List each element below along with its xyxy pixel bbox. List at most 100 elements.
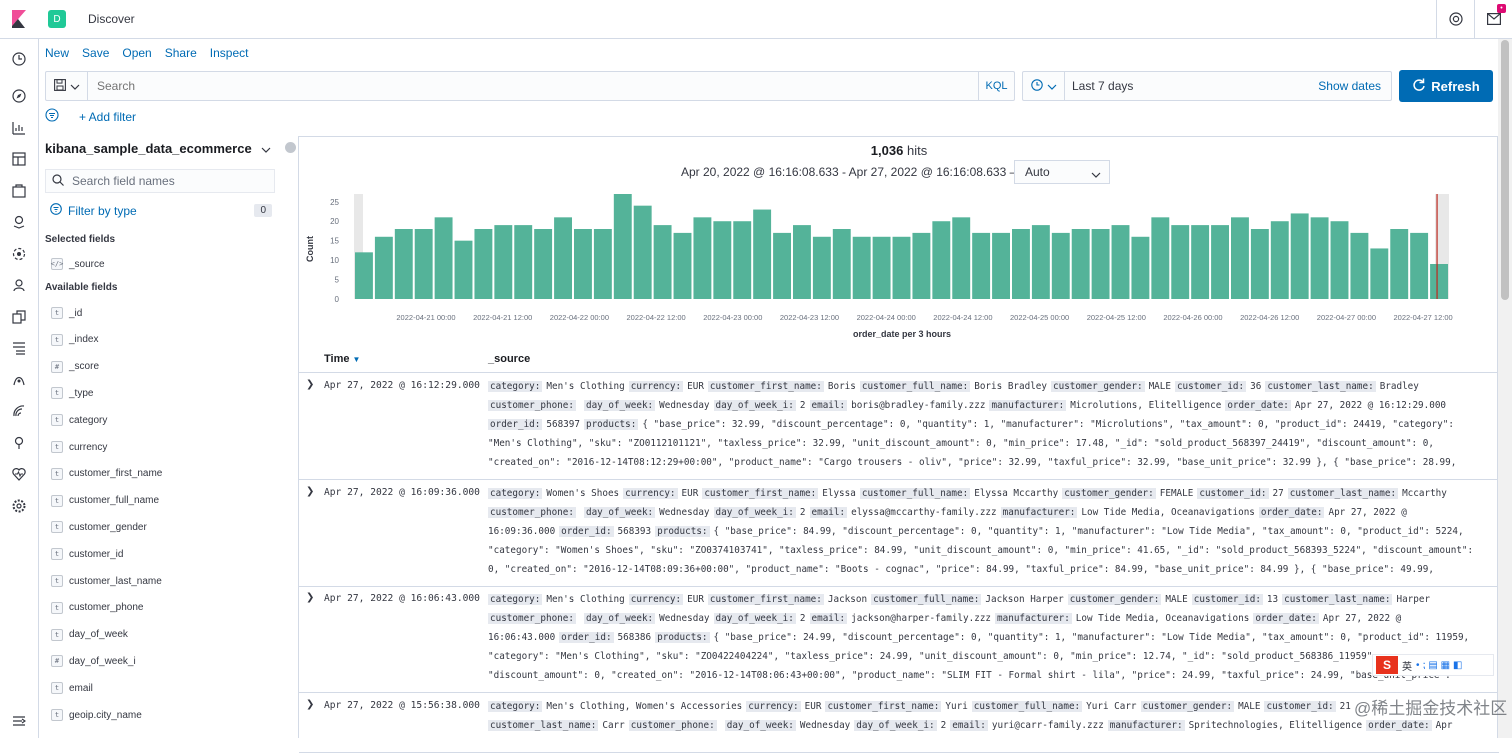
document-row[interactable]: ❯ Apr 27, 2022 @ 16:09:36.000 category: Wom… <box>299 480 1499 587</box>
source-field-key: customer_last_name: <box>1282 594 1393 605</box>
filter-by-type-button[interactable]: Filter by type 0 <box>50 203 272 218</box>
field-item[interactable]: t customer_first_name <box>51 466 162 482</box>
source-line: 16:09:36.000 order_id: 568393 products:{ "b… <box>488 522 1478 541</box>
histogram-bar <box>693 217 712 299</box>
watermark-text: @稀土掘金技术社区 <box>1354 699 1508 718</box>
field-type-icon: </> <box>50 258 64 270</box>
filter-icon <box>50 203 62 218</box>
search-input[interactable] <box>88 72 978 100</box>
source-field-value: Boris <box>827 381 856 392</box>
histogram-bar <box>1390 229 1409 299</box>
field-item[interactable]: t _id <box>51 305 82 321</box>
field-name: customer_phone <box>69 602 144 614</box>
share-button[interactable]: Share <box>164 46 197 60</box>
expand-chevron-icon[interactable]: ❯ <box>306 592 315 603</box>
field-item[interactable]: t email <box>51 680 93 696</box>
field-type-icon: t <box>51 628 63 641</box>
interval-select[interactable]: Auto <box>1014 160 1110 184</box>
field-item[interactable]: # _score <box>51 359 99 375</box>
y-axis-label: Count <box>305 236 315 262</box>
source-field-value: boris@bradley-family.zzz <box>851 400 986 411</box>
histogram-bar <box>1410 232 1429 299</box>
kibana-logo-icon[interactable] <box>0 0 38 38</box>
space-avatar[interactable]: D <box>48 10 66 28</box>
source-line: category: Men's Clothing currency: EUR custo… <box>488 377 1478 396</box>
page-scrollbar-thumb[interactable] <box>1501 40 1509 300</box>
logs-icon[interactable] <box>11 340 27 356</box>
field-type-icon: t <box>51 709 63 721</box>
dock-menu-icon[interactable] <box>11 713 27 729</box>
field-item[interactable]: t category <box>51 412 107 428</box>
refresh-button[interactable]: Refresh <box>1399 70 1493 102</box>
source-field-value: { "base_price": 32.99, "discount_percent… <box>642 419 1454 430</box>
source-field-key: products: <box>583 419 639 430</box>
source-field-value: 2 <box>799 400 806 411</box>
field-item[interactable]: t customer_phone <box>51 600 144 616</box>
source-field-value: EUR <box>804 701 822 712</box>
x-tick-label: 2022-04-25 00:00 <box>1010 313 1069 322</box>
ime-toolbar[interactable]: S 英 • ⁏ ▤ ▦ ◧ <box>1372 654 1494 676</box>
field-item[interactable]: t customer_id <box>51 546 123 562</box>
index-pattern-selector[interactable]: kibana_sample_data_ecommerce <box>45 141 271 156</box>
document-row[interactable]: ❯ Apr 27, 2022 @ 15:56:38.000 category: Men… <box>299 693 1499 753</box>
help-icon[interactable] <box>1436 0 1474 38</box>
add-filter-button[interactable]: + Add filter <box>79 109 137 124</box>
newsfeed-icon[interactable]: • <box>1474 0 1512 38</box>
field-search-input[interactable]: Search field names <box>45 169 275 193</box>
new-button[interactable]: New <box>45 46 70 60</box>
time-range-label[interactable]: Last 7 days <box>1072 79 1134 93</box>
quick-menu-button[interactable] <box>1023 72 1065 100</box>
apm-icon[interactable] <box>11 372 27 388</box>
infrastructure-icon[interactable] <box>11 309 27 325</box>
source-field-value: Wednesday <box>659 400 710 411</box>
document-row[interactable]: ❯ Apr 27, 2022 @ 16:12:29.000 category: Men… <box>299 373 1499 480</box>
field-name: currency <box>69 441 108 453</box>
field-item[interactable]: t day_of_week <box>51 627 128 643</box>
field-type-icon: t <box>51 414 63 427</box>
expand-chevron-icon[interactable]: ❯ <box>306 486 315 497</box>
filter-options-icon[interactable] <box>45 108 59 125</box>
save-button[interactable]: Save <box>82 46 110 60</box>
source-field-value: Elyssa Mccarthy <box>974 488 1059 499</box>
field-item[interactable]: t geoip.city_name <box>51 707 142 723</box>
uptime-icon[interactable] <box>11 403 27 419</box>
expand-chevron-icon[interactable]: ❯ <box>306 699 315 710</box>
open-button[interactable]: Open <box>122 46 152 60</box>
collapse-sidebar-icon[interactable] <box>285 142 296 153</box>
field-item[interactable]: t currency <box>51 439 107 455</box>
field-name: customer_id <box>69 548 124 560</box>
field-item[interactable]: t customer_gender <box>51 519 147 535</box>
graph-icon[interactable] <box>11 277 27 293</box>
field-name: email <box>69 682 93 694</box>
source-field-value: Mccarthy <box>1402 488 1447 499</box>
document-row[interactable]: ❯ Apr 27, 2022 @ 16:06:43.000 category: Men… <box>299 586 1499 693</box>
dashboard-icon[interactable] <box>11 151 27 167</box>
source-field-key: customer_phone: <box>488 613 576 624</box>
monitoring-icon[interactable] <box>11 466 27 482</box>
expand-chevron-icon[interactable]: ❯ <box>306 379 315 390</box>
management-gear-icon[interactable] <box>11 498 27 514</box>
field-item[interactable]: </> _source <box>51 256 105 272</box>
source-field-key: customer_full_name: <box>859 488 971 499</box>
discover-compass-icon[interactable] <box>11 88 27 104</box>
recent-clock-icon[interactable] <box>11 51 27 67</box>
time-column-header[interactable]: Time ▼ <box>324 353 360 365</box>
show-dates-button[interactable]: Show dates <box>1318 79 1381 93</box>
field-item[interactable]: t _index <box>51 332 98 348</box>
ml-icon[interactable] <box>11 246 27 262</box>
field-item[interactable]: t _type <box>51 385 93 401</box>
field-name: customer_gender <box>69 521 147 533</box>
maps-icon[interactable] <box>11 214 27 230</box>
query-language-button[interactable]: KQL <box>978 72 1014 100</box>
visualize-icon[interactable] <box>11 120 27 136</box>
saved-query-button[interactable] <box>46 72 88 100</box>
x-tick-label: 2022-04-23 00:00 <box>703 313 762 322</box>
field-item[interactable]: # day_of_week_i <box>51 653 136 669</box>
field-item[interactable]: t customer_full_name <box>51 493 159 509</box>
canvas-icon[interactable] <box>11 183 27 199</box>
dev-tools-icon[interactable] <box>11 435 27 451</box>
out-of-range-region-start <box>354 194 363 299</box>
field-item[interactable]: t customer_last_name <box>51 573 162 589</box>
histogram-bar <box>633 205 652 299</box>
inspect-button[interactable]: Inspect <box>209 46 249 60</box>
